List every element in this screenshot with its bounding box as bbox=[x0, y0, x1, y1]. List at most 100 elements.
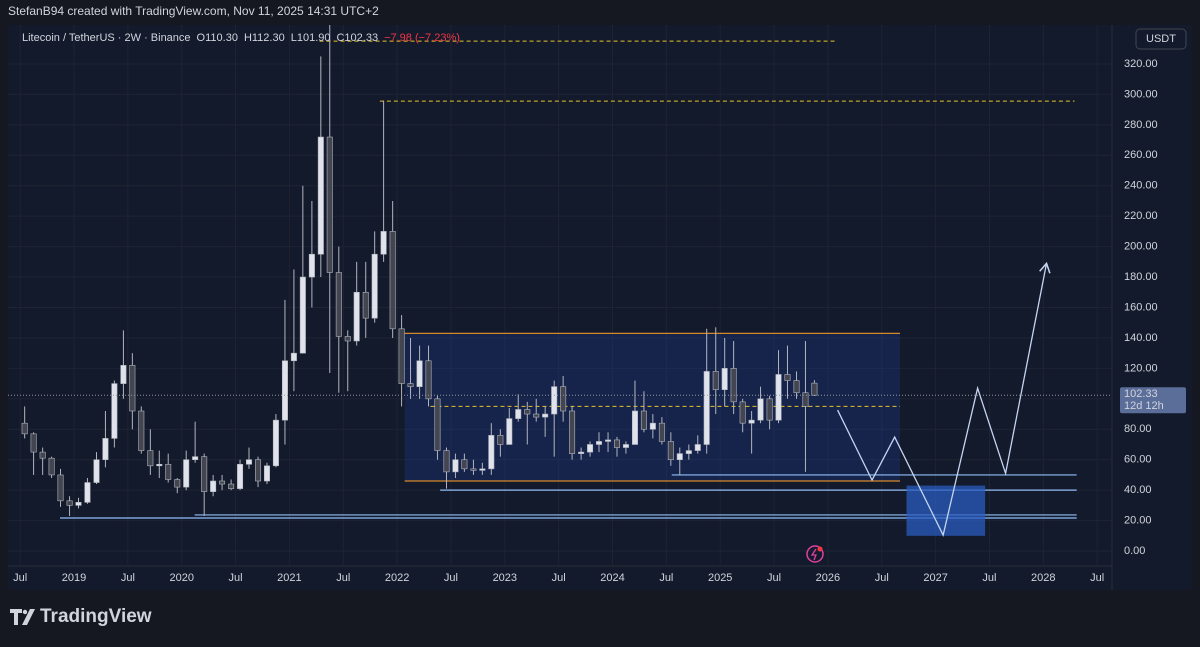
candle-body bbox=[488, 435, 495, 470]
projection-path bbox=[837, 261, 1051, 537]
candle-body bbox=[703, 371, 710, 445]
y-tick-label: 140.00 bbox=[1124, 332, 1158, 344]
x-tick-label: Jul bbox=[121, 572, 135, 584]
x-tick-label: 2019 bbox=[62, 572, 86, 584]
candle-body bbox=[299, 276, 306, 354]
candle-body bbox=[524, 409, 531, 415]
candle-body bbox=[93, 459, 100, 483]
x-tick-label: 2024 bbox=[600, 572, 624, 584]
x-tick-label: Jul bbox=[982, 572, 996, 584]
x-tick-label: Jul bbox=[336, 572, 350, 584]
y-tick-label: 120.00 bbox=[1124, 362, 1158, 374]
candle-body bbox=[111, 383, 118, 439]
y-tick-label: 60.00 bbox=[1124, 454, 1152, 466]
candle-body bbox=[237, 463, 244, 489]
candle-body bbox=[685, 450, 692, 454]
candle-body bbox=[596, 441, 602, 445]
candle-body bbox=[129, 365, 136, 412]
candle-body bbox=[712, 371, 719, 390]
range-box bbox=[404, 333, 901, 482]
candle-body bbox=[66, 500, 73, 506]
candle-body bbox=[578, 451, 585, 454]
y-tick-label: 280.00 bbox=[1124, 119, 1158, 131]
event-dot bbox=[817, 546, 823, 552]
candle-body bbox=[120, 365, 127, 384]
candle-body bbox=[506, 418, 513, 445]
candle-body bbox=[201, 456, 208, 492]
candle-body bbox=[470, 468, 477, 471]
candle-body bbox=[739, 401, 746, 424]
candle-body bbox=[371, 253, 378, 319]
candle-body bbox=[533, 413, 540, 418]
candle-body bbox=[30, 433, 37, 453]
candle-body bbox=[165, 463, 172, 480]
candle-body bbox=[75, 502, 82, 506]
event-icon[interactable] bbox=[810, 548, 817, 561]
y-tick-label: 160.00 bbox=[1124, 301, 1158, 313]
candle-body bbox=[721, 368, 728, 390]
legend-item: H112.30 bbox=[244, 32, 285, 44]
candle-body bbox=[39, 451, 46, 459]
candle-body bbox=[802, 392, 809, 407]
y-tick-label: 220.00 bbox=[1124, 210, 1158, 222]
y-tick-label: 260.00 bbox=[1124, 149, 1158, 161]
candle-body bbox=[560, 386, 567, 412]
candle-body bbox=[515, 409, 522, 419]
candle-body bbox=[192, 456, 199, 461]
x-tick-label: Jul bbox=[659, 572, 673, 584]
y-tick-label: 200.00 bbox=[1124, 241, 1158, 253]
candle-body bbox=[479, 468, 486, 471]
candle-body bbox=[219, 480, 226, 485]
candle-body bbox=[326, 136, 333, 273]
x-tick-label: 2026 bbox=[816, 572, 840, 584]
candle-body bbox=[452, 459, 459, 473]
x-tick-label: Jul bbox=[13, 572, 27, 584]
candle-body bbox=[272, 419, 279, 467]
x-tick-label: 2027 bbox=[923, 572, 947, 584]
legend-item: C102.33 bbox=[336, 32, 378, 44]
candle-body bbox=[766, 398, 773, 421]
candle-body bbox=[569, 410, 576, 454]
candle-body bbox=[281, 360, 288, 421]
candle-body bbox=[308, 253, 315, 278]
brand: TradingView bbox=[40, 606, 152, 627]
x-tick-label: Jul bbox=[767, 572, 781, 584]
candle-body bbox=[362, 291, 369, 319]
brand-logo bbox=[10, 609, 35, 625]
candle-body bbox=[694, 444, 701, 451]
candle-body bbox=[57, 474, 64, 502]
x-tick-label: 2023 bbox=[493, 572, 517, 584]
legend-item: O110.30 bbox=[197, 32, 238, 44]
candle-body bbox=[613, 439, 620, 448]
candle-body bbox=[344, 336, 351, 342]
candle-body bbox=[784, 374, 791, 381]
candle-body bbox=[398, 328, 405, 384]
event-icon[interactable] bbox=[806, 545, 824, 563]
candle-body bbox=[730, 368, 737, 403]
candle-body bbox=[461, 459, 468, 470]
candle-body bbox=[542, 413, 549, 418]
candle-body bbox=[84, 482, 91, 503]
candle-body bbox=[335, 272, 342, 337]
candle-body bbox=[631, 410, 638, 445]
y-tick-label: 0.00 bbox=[1124, 545, 1145, 557]
candle-body bbox=[389, 231, 396, 330]
y-tick-label: 300.00 bbox=[1124, 88, 1158, 100]
currency-button[interactable] bbox=[1135, 28, 1187, 50]
candle-body bbox=[138, 410, 145, 451]
y-tick-label: 180.00 bbox=[1124, 271, 1158, 283]
candle-body bbox=[407, 383, 414, 387]
candle-body bbox=[667, 441, 674, 461]
currency[interactable]: USDT bbox=[1146, 33, 1176, 45]
x-tick-label: 2028 bbox=[1031, 572, 1055, 584]
x-tick-label: Jul bbox=[1090, 572, 1104, 584]
candle-body bbox=[353, 291, 360, 342]
candle-body bbox=[443, 450, 450, 473]
y-tick-label: 240.00 bbox=[1124, 180, 1158, 192]
candle-body bbox=[748, 419, 755, 424]
candle-body bbox=[210, 480, 217, 492]
candle-body bbox=[811, 382, 818, 396]
candle-body bbox=[263, 465, 270, 482]
candle-body bbox=[622, 444, 629, 448]
